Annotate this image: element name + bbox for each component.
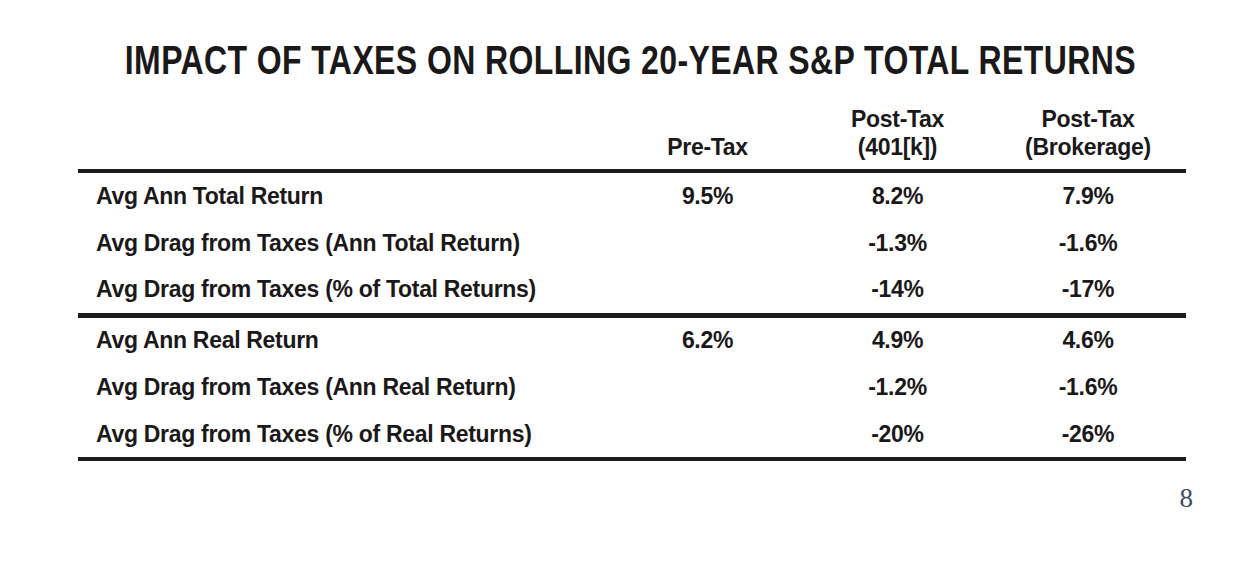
table-row: Avg Ann Real Return 6.2% 4.9% 4.6% [78,315,1186,363]
cell-value: -14% [805,267,990,315]
cell-value: -1.6% [990,219,1186,267]
returns-table: Pre-Tax Post-Tax (401[k]) Post-Tax (Brok… [78,96,1186,461]
table-group-real-return: Avg Ann Real Return 6.2% 4.9% 4.6% Avg D… [78,315,1186,459]
table-row: Avg Drag from Taxes (Ann Total Return) -… [78,219,1186,267]
table-group-total-return: Avg Ann Total Return 9.5% 8.2% 7.9% Avg … [78,171,1186,315]
table-row: Avg Drag from Taxes (Ann Real Return) -1… [78,363,1186,411]
cell-value [610,363,805,411]
row-label: Avg Drag from Taxes (% of Total Returns) [78,267,610,315]
cell-value: -17% [990,267,1186,315]
cell-value: -1.3% [805,219,990,267]
row-label: Avg Drag from Taxes (% of Real Returns) [78,411,610,459]
column-header-empty [78,96,610,171]
cell-value: -20% [805,411,990,459]
header-row: Pre-Tax Post-Tax (401[k]) Post-Tax (Brok… [78,96,1186,171]
cell-value: 9.5% [610,171,805,219]
page-title: IMPACT OF TAXES ON ROLLING 20-YEAR S&P T… [125,38,1123,83]
table-header: Pre-Tax Post-Tax (401[k]) Post-Tax (Brok… [78,96,1186,171]
cell-value: 6.2% [610,315,805,363]
column-header-posttax-401k: Post-Tax (401[k]) [805,96,990,171]
table-row: Avg Drag from Taxes (% of Real Returns) … [78,411,1186,459]
cell-value [610,219,805,267]
row-label: Avg Drag from Taxes (Ann Total Return) [78,219,610,267]
cell-value: 4.9% [805,315,990,363]
cell-value: -1.2% [805,363,990,411]
table-row: Avg Ann Total Return 9.5% 8.2% 7.9% [78,171,1186,219]
slide: IMPACT OF TAXES ON ROLLING 20-YEAR S&P T… [0,0,1248,564]
row-label: Avg Drag from Taxes (Ann Real Return) [78,363,610,411]
column-header-posttax-brokerage: Post-Tax (Brokerage) [990,96,1186,171]
cell-value [610,267,805,315]
cell-value: -26% [990,411,1186,459]
cell-value: 7.9% [990,171,1186,219]
cell-value: -1.6% [990,363,1186,411]
cell-value: 4.6% [990,315,1186,363]
cell-value: 8.2% [805,171,990,219]
row-label: Avg Ann Total Return [78,171,610,219]
page-number: 8 [1180,483,1194,514]
cell-value [610,411,805,459]
column-header-pretax: Pre-Tax [610,96,805,171]
table-row: Avg Drag from Taxes (% of Total Returns)… [78,267,1186,315]
row-label: Avg Ann Real Return [78,315,610,363]
